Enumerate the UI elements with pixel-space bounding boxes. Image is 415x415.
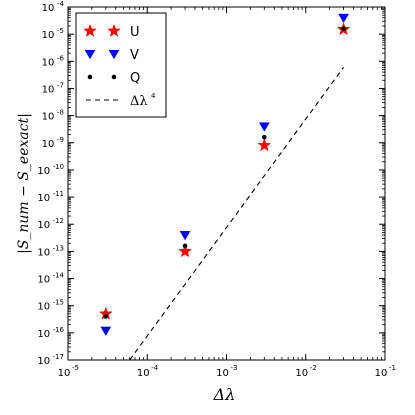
data-point-v: [100, 326, 112, 336]
axis-labels: Δλ |S_num − S_eexact|: [16, 113, 235, 404]
legend: UVQ Δλ 4: [75, 12, 167, 118]
legend-label: V: [130, 48, 139, 63]
legend-marker: [84, 50, 96, 60]
data-point-q: [262, 134, 267, 140]
y-tick-label: 10: [37, 329, 50, 340]
data-point-u: [178, 244, 192, 258]
legend-label: U: [130, 25, 140, 40]
y-tick-exponent: -15: [53, 299, 64, 307]
y-tick-label: 10: [37, 356, 50, 367]
y-tick-exponent: -17: [53, 353, 64, 361]
y-tick-label: 10: [37, 193, 50, 204]
legend-marker: [111, 74, 117, 80]
data-point-q: [182, 243, 188, 249]
data-marks: [98, 13, 351, 361]
legend-label: Δλ: [130, 94, 148, 109]
y-tick-exponent: -4: [57, 0, 65, 8]
data-point-u: [257, 138, 272, 152]
data-point-q: [103, 314, 109, 319]
y-tick-exponent: -9: [57, 136, 64, 144]
y-tick-exponent: -16: [53, 326, 65, 334]
y-tick-exponent: -7: [57, 81, 64, 89]
data-point-v: [338, 13, 349, 24]
x-axis-label: Δλ: [213, 385, 236, 404]
x-tick-exponent: -2: [310, 364, 317, 372]
data-point-v: [258, 122, 270, 132]
y-tick-label: 10: [42, 3, 55, 14]
y-tick-label: 10: [42, 30, 55, 41]
y-tick-exponent: -10: [53, 163, 64, 171]
x-tick-exponent: -5: [72, 364, 79, 372]
y-tick-label: 10: [37, 220, 50, 231]
y-tick-label: 10: [42, 139, 55, 150]
y-tick-exponent: -6: [57, 54, 65, 62]
legend-marker: [107, 23, 121, 37]
legend-label: Q: [130, 71, 140, 86]
y-tick-label: 10: [37, 247, 50, 258]
legend-marker: [108, 50, 120, 60]
y-tick-label: 10: [42, 112, 55, 123]
y-tick-label: 10: [42, 57, 55, 68]
x-tick-label: 10: [58, 368, 71, 379]
x-tick-label: 10: [216, 368, 229, 379]
y-tick-exponent: -14: [53, 272, 65, 280]
y-tick-exponent: -11: [53, 190, 64, 198]
x-tick-label: 10: [375, 368, 388, 379]
y-tick-exponent: -12: [53, 217, 64, 225]
y-tick-exponent: -5: [57, 27, 64, 35]
legend-marker: [83, 23, 97, 37]
x-tick-label: 10: [137, 368, 150, 379]
data-point-v: [179, 231, 191, 241]
y-tick-label: 10: [42, 84, 55, 95]
reference-slope-line: [129, 67, 345, 361]
data-point-q: [341, 26, 346, 31]
y-tick-label: 10: [37, 275, 50, 286]
x-tick-exponent: -4: [151, 364, 159, 372]
legend-marker: [87, 74, 93, 80]
y-tick-label: 10: [37, 302, 50, 313]
x-tick-label: 10: [295, 368, 308, 379]
x-tick-exponent: -1: [389, 364, 396, 372]
x-tick-exponent: -3: [231, 364, 238, 372]
legend-label-exponent: 4: [151, 92, 156, 100]
y-tick-exponent: -8: [57, 109, 64, 117]
y-tick-exponent: -13: [53, 244, 64, 252]
y-axis-label: |S_num − S_eexact|: [16, 113, 32, 254]
axis-ticks: 10 -5 10 -4 10 -3 10 -2 10 -1-1710-1610-1510-1410…: [37, 0, 396, 379]
y-tick-label: 10: [37, 166, 50, 177]
